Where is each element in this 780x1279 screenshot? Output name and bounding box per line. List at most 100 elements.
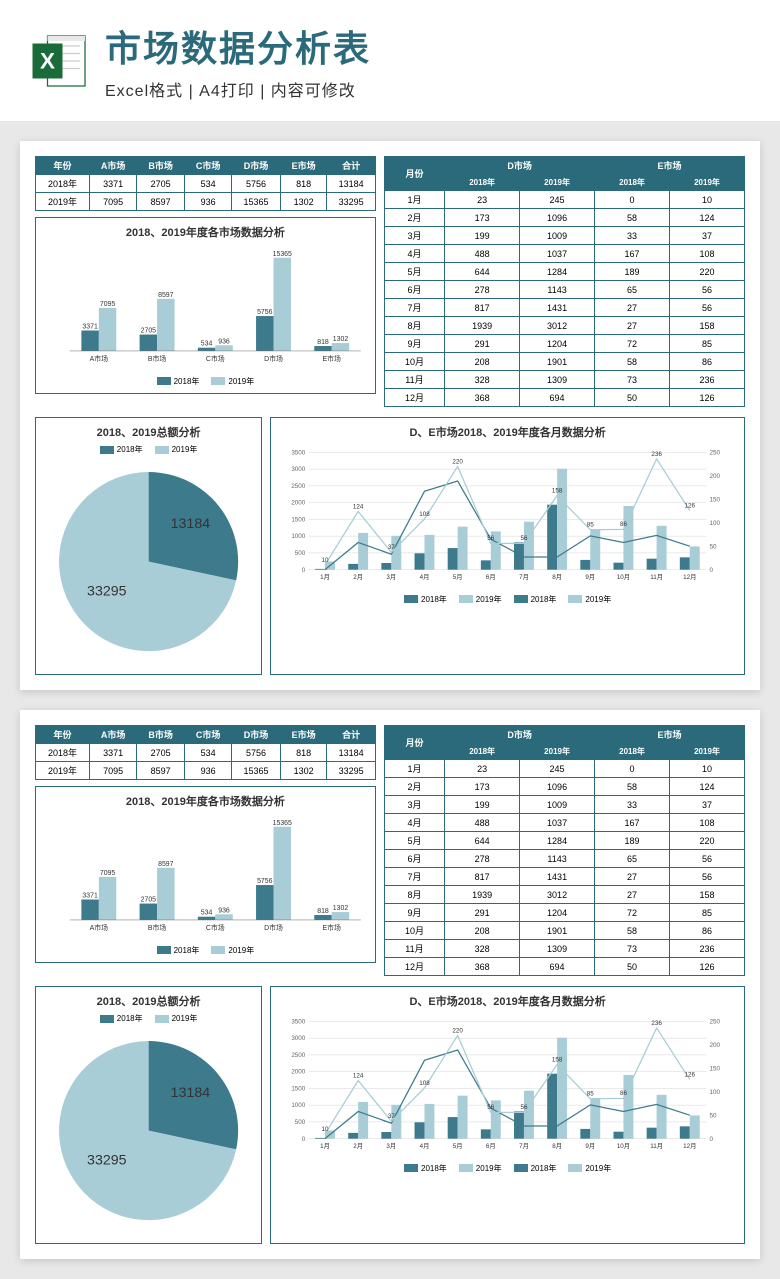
table-row: 5月6441284189220	[384, 832, 744, 850]
svg-text:150: 150	[710, 496, 721, 503]
bar-chart-box: 2018、2019年度各市场数据分析 337127055345756818709…	[35, 217, 376, 394]
svg-text:220: 220	[453, 458, 464, 465]
svg-text:3500: 3500	[292, 449, 306, 456]
pie-chart-svg: 1318433295	[42, 1024, 255, 1237]
svg-text:1500: 1500	[292, 516, 306, 523]
svg-text:3000: 3000	[292, 1035, 306, 1042]
legend-item: 2019年	[568, 594, 611, 605]
bar-chart-box: 2018、2019年度各市场数据分析 337127055345756818709…	[35, 786, 376, 963]
table-row: 6月27811436556	[384, 281, 744, 299]
table-row: 9月29112047285	[384, 904, 744, 922]
svg-text:108: 108	[419, 1080, 430, 1087]
svg-text:2000: 2000	[292, 500, 306, 507]
table-row: 7月81714312756	[384, 299, 744, 317]
svg-text:11月: 11月	[650, 573, 663, 581]
svg-text:2月: 2月	[353, 1142, 363, 1150]
svg-text:200: 200	[710, 1042, 721, 1049]
table-row: 2019年7095859793615365130233295	[36, 193, 376, 211]
svg-text:220: 220	[453, 1027, 464, 1034]
svg-text:37: 37	[388, 1113, 395, 1120]
legend-item: 2018年	[100, 1013, 143, 1024]
chart-legend: 2018年2019年	[42, 945, 369, 956]
svg-text:1月: 1月	[320, 1142, 330, 1150]
svg-text:33295: 33295	[87, 583, 127, 599]
svg-text:100: 100	[710, 520, 721, 527]
svg-text:86: 86	[620, 1090, 627, 1097]
svg-text:9月: 9月	[586, 573, 596, 581]
chart-legend: 2018年 2019年	[42, 1013, 255, 1024]
svg-text:0: 0	[710, 1136, 714, 1143]
svg-text:D市场: D市场	[264, 354, 283, 363]
legend-item: 2018年	[404, 594, 447, 605]
svg-text:236: 236	[652, 451, 663, 458]
svg-text:8月: 8月	[552, 573, 562, 581]
svg-text:2000: 2000	[292, 1069, 306, 1076]
legend-item: 2019年	[155, 1013, 198, 1024]
table-row: 1月23245010	[384, 191, 744, 209]
svg-text:200: 200	[710, 473, 721, 480]
table-row: 4月4881037167108	[384, 245, 744, 263]
table-row: 2月173109658124	[384, 778, 744, 796]
summary-th: E市场	[280, 726, 327, 744]
summary-th: E市场	[280, 157, 327, 175]
table-row: 3月19910093337	[384, 796, 744, 814]
monthly-table: 月份D市场E市场2018年2019年2018年2019年1月232450102月…	[384, 725, 745, 976]
chart-legend: 2018年2019年2018年2019年	[277, 594, 738, 605]
svg-text:1月: 1月	[320, 573, 330, 581]
svg-text:7月: 7月	[519, 573, 529, 581]
summary-th: C市场	[184, 157, 232, 175]
svg-text:7095: 7095	[100, 870, 116, 877]
summary-th: D市场	[232, 726, 280, 744]
svg-text:818: 818	[317, 908, 329, 915]
svg-text:33295: 33295	[87, 1153, 127, 1169]
svg-text:5月: 5月	[453, 573, 463, 581]
main-title: 市场数据分析表	[105, 20, 750, 72]
svg-text:124: 124	[353, 503, 364, 510]
svg-text:10: 10	[322, 1126, 329, 1133]
svg-text:158: 158	[552, 1057, 563, 1064]
svg-text:12月: 12月	[683, 1142, 696, 1150]
pie-chart-title: 2018、2019总额分析	[42, 993, 255, 1009]
pie-chart-title: 2018、2019总额分析	[42, 424, 255, 440]
svg-text:0: 0	[302, 1136, 306, 1143]
svg-text:3000: 3000	[292, 466, 306, 473]
bar-chart-title: 2018、2019年度各市场数据分析	[42, 224, 369, 240]
svg-text:E市场: E市场	[323, 923, 342, 932]
legend-item: 2019年	[568, 1163, 611, 1174]
table-row: 12月36869450126	[384, 389, 744, 407]
svg-text:6月: 6月	[486, 573, 496, 581]
table-row: 2019年7095859793615365130233295	[36, 762, 376, 780]
svg-text:10月: 10月	[617, 573, 630, 581]
pie-chart-svg: 13184 33295	[42, 455, 255, 668]
svg-text:500: 500	[295, 550, 306, 557]
svg-text:158: 158	[552, 487, 563, 494]
svg-text:0: 0	[302, 567, 306, 574]
svg-text:534: 534	[201, 341, 213, 348]
table-row: 11月328130973236	[384, 940, 744, 958]
svg-text:B市场: B市场	[148, 923, 167, 932]
svg-text:108: 108	[419, 511, 430, 518]
chart-legend: 2018年2019年	[42, 444, 255, 455]
monthly-table: 月份D市场E市场2018年2019年2018年2019年1月232450102月…	[384, 156, 745, 407]
summary-table: 年份A市场B市场C市场D市场E市场合计2018年3371270553457568…	[35, 156, 376, 211]
svg-text:150: 150	[710, 1066, 721, 1073]
table-row: 9月29112047285	[384, 335, 744, 353]
svg-text:C市场: C市场	[206, 923, 225, 932]
svg-text:13184: 13184	[171, 516, 211, 532]
svg-text:E市场: E市场	[323, 354, 342, 363]
legend-item: 2019年	[459, 1163, 502, 1174]
svg-text:1000: 1000	[292, 533, 306, 540]
svg-text:5756: 5756	[257, 878, 273, 885]
report-page: 年份A市场B市场C市场D市场E市场合计2018年3371270553457568…	[20, 141, 760, 690]
svg-text:10月: 10月	[617, 1142, 630, 1150]
svg-text:250: 250	[710, 1019, 721, 1026]
svg-text:50: 50	[710, 1112, 717, 1119]
summary-th: B市场	[137, 726, 185, 744]
svg-text:8597: 8597	[158, 861, 174, 868]
summary-table: 年份A市场B市场C市场D市场E市场合计2018年3371270553457568…	[35, 725, 376, 780]
legend-item: 2018年	[514, 594, 557, 605]
svg-text:0: 0	[710, 567, 714, 574]
svg-text:4月: 4月	[420, 1142, 430, 1150]
legend-item: 2019年	[211, 376, 254, 387]
pie-chart-box: 2018、2019总额分析 2018年2019年 13184 33295	[35, 417, 262, 675]
